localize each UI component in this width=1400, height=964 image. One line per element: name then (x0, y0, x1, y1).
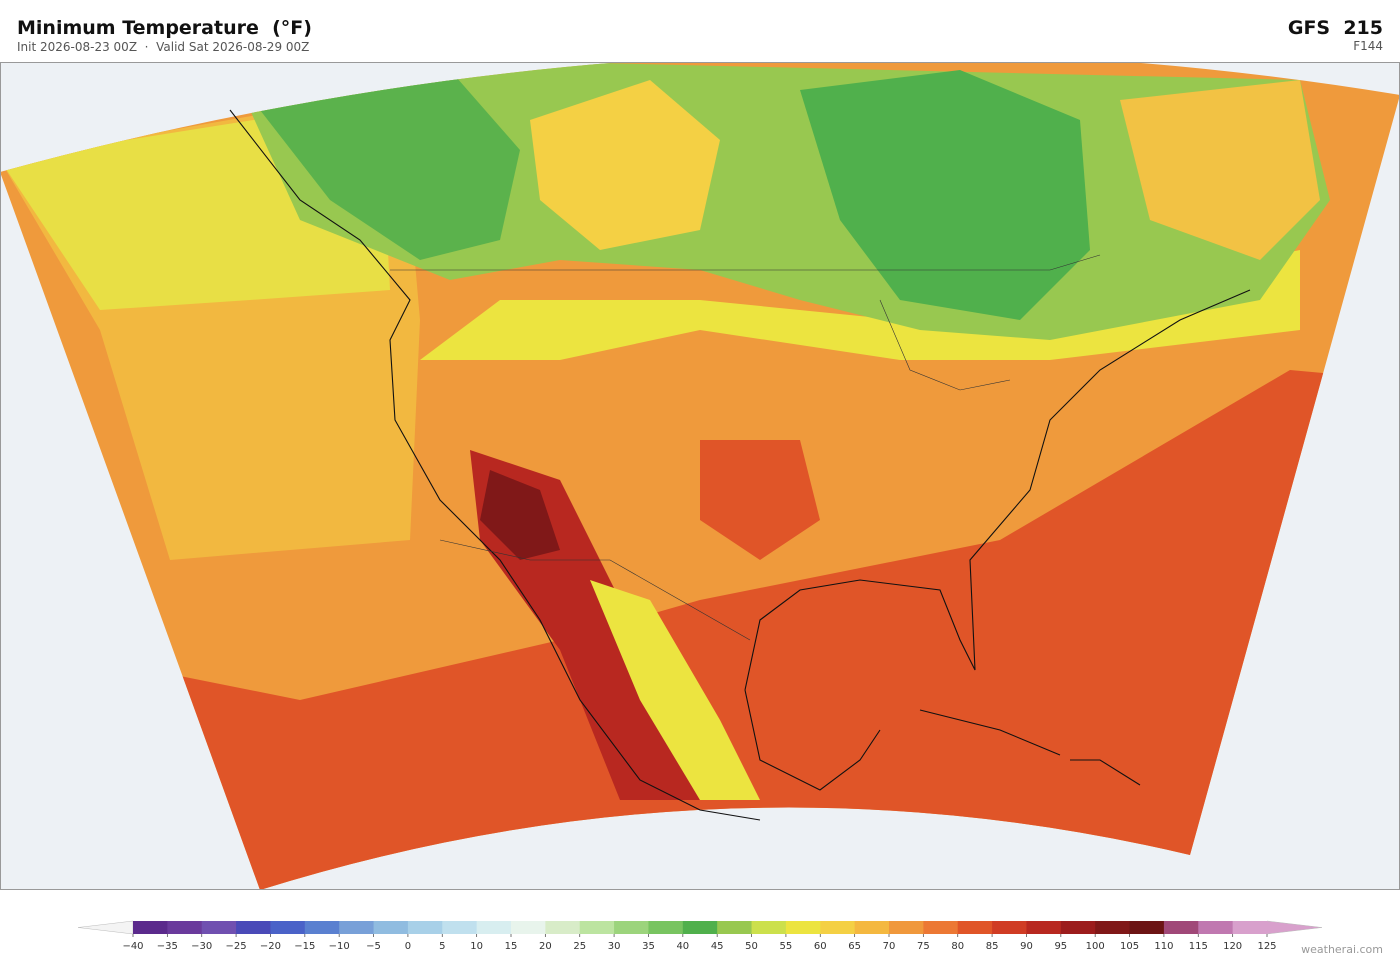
colorbar-bin (339, 921, 375, 934)
colorbar-tick-label: 35 (642, 941, 655, 952)
colorbar-under (77, 920, 134, 935)
colorbar-bin (545, 921, 581, 934)
colorbar-bin (476, 921, 512, 934)
colorbar-tick-label: 110 (1154, 941, 1173, 952)
colorbar-bin (1198, 921, 1234, 934)
colorbar-tick-label: −40 (122, 941, 143, 952)
colorbar-tick-label: 100 (1086, 941, 1105, 952)
colorbar-bin (167, 921, 203, 934)
colorbar-bin (854, 921, 890, 934)
colorbar-tick-label: 120 (1223, 941, 1242, 952)
colorbar-tick-label: 65 (848, 941, 861, 952)
colorbar-bin (236, 921, 271, 934)
colorbar-bin (304, 921, 340, 934)
colorbar-tick-label: 10 (470, 941, 483, 952)
colorbar-bin (1129, 921, 1165, 934)
colorbar-tick-label: 0 (405, 941, 411, 952)
colorbar-tick-label: 80 (951, 941, 964, 952)
colorbar-tick-label: 115 (1189, 941, 1208, 952)
subtitle: Init 2026-08-23 00Z · Valid Sat 2026-08-… (17, 40, 309, 54)
colorbar-tick-label: −10 (329, 941, 350, 952)
colorbar-bin (1060, 921, 1096, 934)
attribution: weatherai.com (1301, 943, 1383, 956)
colorbar-bin (889, 921, 924, 934)
colorbar-tick-label: 70 (883, 941, 896, 952)
colorbar-tick-label: 20 (539, 941, 552, 952)
colorbar-bin (923, 921, 959, 934)
title: Minimum Temperature (°F) (17, 17, 312, 39)
colorbar-bin (648, 921, 684, 934)
colorbar-over (1266, 920, 1323, 935)
colorbar-bin (270, 921, 306, 934)
colorbar-tick-label: 90 (1020, 941, 1033, 952)
colorbar-bin (511, 921, 546, 934)
colorbar-tick-label: −30 (191, 941, 212, 952)
coastlines (229, 109, 1251, 821)
colorbar-tick-label: 45 (711, 941, 724, 952)
model-label: GFS 215 (1288, 17, 1383, 39)
colorbar-tick-label: 5 (439, 941, 445, 952)
colorbar: −40 −35 −30 −25 −20 −15 −10 −5 0 5 10 15 20 25 30 35 40 4… (77, 920, 1323, 952)
colorbar-tick-label: −5 (366, 941, 381, 952)
colorbar-tick-label: 15 (505, 941, 518, 952)
colorbar-tick-label: −20 (260, 941, 281, 952)
colorbar-bin (442, 921, 478, 934)
colorbar-tick-label: −15 (294, 941, 315, 952)
forecast-hour: F144 (1353, 39, 1383, 53)
colorbar-tick-label: −25 (226, 941, 247, 952)
borders (390, 254, 1101, 641)
colorbar-tick-label: 85 (986, 941, 999, 952)
colorbar-tick-label: 55 (780, 941, 793, 952)
colorbar-bin (1163, 921, 1199, 934)
colorbar-tick-label: 60 (814, 941, 827, 952)
colorbar-tick-label: 25 (573, 941, 586, 952)
colorbar-bin (201, 921, 237, 934)
colorbar-bin (373, 921, 409, 934)
colorbar-bin (133, 921, 168, 934)
colorbar-bin (717, 921, 753, 934)
colorbar-tick-label: 105 (1120, 941, 1139, 952)
colorbar-tick-label: −35 (157, 941, 178, 952)
colorbar-tick-label: 125 (1257, 941, 1276, 952)
colorbar-bin (957, 921, 993, 934)
colorbar-bin (1026, 921, 1062, 934)
colorbar-bin (579, 921, 615, 934)
colorbar-bin (785, 921, 821, 934)
colorbar-bin (682, 921, 718, 934)
colorbar-bin (1232, 921, 1268, 934)
colorbar-bin (614, 921, 649, 934)
colorbar-bin (1095, 921, 1131, 934)
colorbar-tick-label: 75 (917, 941, 930, 952)
colorbar-tick-label: 50 (745, 941, 758, 952)
colorbar-bin (820, 921, 856, 934)
colorbar-bin (751, 921, 787, 934)
colorbar-tick-label: 95 (1054, 941, 1067, 952)
colorbar-tick-label: 40 (676, 941, 689, 952)
colorbar-bin (407, 921, 443, 934)
colorbar-bin (992, 921, 1027, 934)
colorbar-tick-label: 30 (608, 941, 621, 952)
